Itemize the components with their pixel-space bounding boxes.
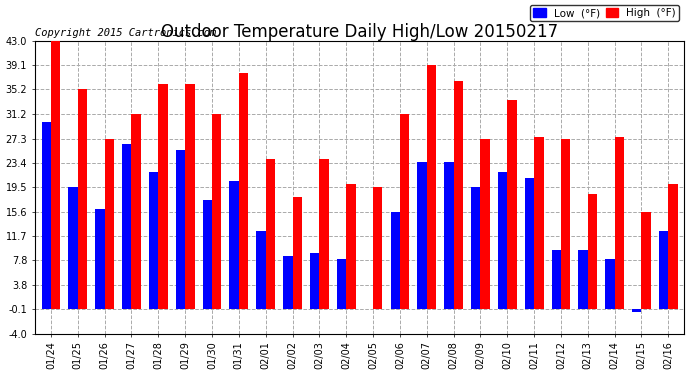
- Bar: [346, 184, 355, 309]
- Bar: [122, 144, 132, 309]
- Bar: [51, 41, 60, 309]
- Bar: [480, 139, 490, 309]
- Bar: [41, 122, 51, 309]
- Bar: [310, 253, 319, 309]
- Bar: [615, 137, 624, 309]
- Bar: [561, 139, 571, 309]
- Bar: [507, 100, 517, 309]
- Bar: [588, 194, 598, 309]
- Bar: [319, 159, 328, 309]
- Bar: [400, 114, 409, 309]
- Bar: [669, 184, 678, 309]
- Bar: [444, 162, 453, 309]
- Bar: [632, 309, 642, 312]
- Bar: [605, 259, 615, 309]
- Bar: [239, 73, 248, 309]
- Bar: [203, 200, 212, 309]
- Bar: [185, 84, 195, 309]
- Bar: [659, 231, 669, 309]
- Bar: [453, 81, 463, 309]
- Bar: [78, 89, 87, 309]
- Bar: [642, 211, 651, 309]
- Text: Copyright 2015 Cartronics.com: Copyright 2015 Cartronics.com: [34, 28, 216, 38]
- Bar: [293, 196, 302, 309]
- Bar: [283, 256, 293, 309]
- Bar: [578, 250, 588, 309]
- Title: Outdoor Temperature Daily High/Low 20150217: Outdoor Temperature Daily High/Low 20150…: [161, 22, 558, 40]
- Bar: [337, 259, 346, 309]
- Legend: Low  (°F), High  (°F): Low (°F), High (°F): [531, 5, 679, 21]
- Bar: [149, 172, 158, 309]
- Bar: [256, 231, 266, 309]
- Bar: [373, 187, 382, 309]
- Bar: [498, 172, 507, 309]
- Bar: [212, 114, 221, 309]
- Bar: [105, 139, 114, 309]
- Bar: [176, 150, 185, 309]
- Bar: [158, 84, 168, 309]
- Bar: [132, 114, 141, 309]
- Bar: [68, 187, 78, 309]
- Bar: [230, 181, 239, 309]
- Bar: [471, 187, 480, 309]
- Bar: [95, 209, 105, 309]
- Bar: [551, 250, 561, 309]
- Bar: [524, 178, 534, 309]
- Bar: [426, 65, 436, 309]
- Bar: [417, 162, 426, 309]
- Bar: [266, 159, 275, 309]
- Bar: [534, 137, 544, 309]
- Bar: [391, 212, 400, 309]
